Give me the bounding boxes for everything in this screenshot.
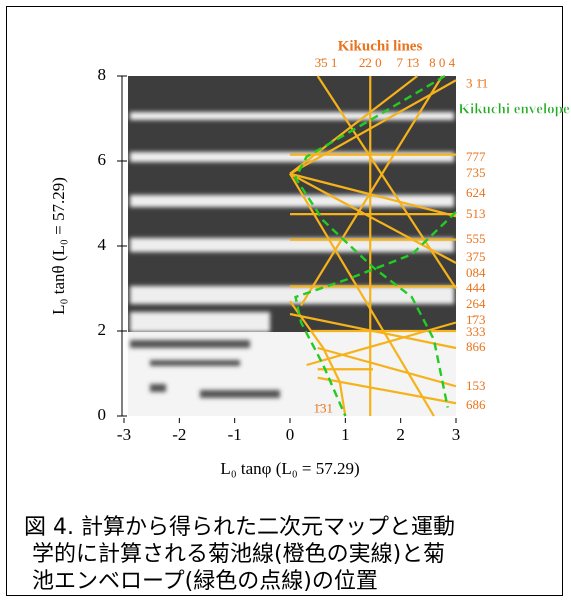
line-label: 084 — [466, 265, 486, 280]
x-axis-label: L₀ tanφ (L₀ = 57.29) — [220, 459, 359, 478]
line-label: 333 — [466, 324, 486, 339]
simulated-map — [128, 76, 456, 416]
line-label: 153 — [466, 378, 486, 393]
x-tick-label: -3 — [117, 425, 131, 444]
top-line-label: 8 0 4 — [429, 55, 456, 70]
top-line-label: 3̄5 1 — [315, 55, 338, 70]
top-line-label: 7 1̄3 — [396, 55, 419, 70]
line-label: 777 — [466, 149, 486, 164]
x-tick-label: 3 — [452, 425, 461, 444]
kikuchi-lines-title: Kikuchi lines — [338, 38, 423, 54]
line-label: 375 — [466, 249, 486, 264]
line-label: 3 1̄1 — [466, 75, 488, 90]
x-tick-label: -2 — [172, 425, 186, 444]
x-tick-label: -1 — [228, 425, 242, 444]
line-label: 264 — [466, 296, 486, 311]
top-line-label: 2̄2 0 — [359, 55, 382, 70]
envelope-title: Kikuchi envelope — [458, 101, 570, 117]
x-tick-label: 2 — [396, 425, 405, 444]
x-tick-label: 1 — [341, 425, 350, 444]
y-tick-label: 4 — [98, 235, 107, 254]
caption-line: 池エンベロープ(緑色の点線)の位置 — [24, 568, 554, 595]
y-tick-label: 0 — [98, 405, 107, 424]
line-label: 444 — [466, 280, 486, 295]
line-label: 513 — [466, 206, 486, 221]
bottom-line-label: 1̄31 — [313, 401, 333, 416]
line-label: 686 — [466, 397, 486, 412]
caption: 図 4. 計算から得られた二次元マップと運動 学的に計算される菊池線(橙色の実線… — [24, 514, 554, 595]
y-tick-label: 8 — [98, 65, 107, 84]
y-tick-label: 2 — [98, 320, 107, 339]
line-label: 555 — [466, 231, 486, 246]
line-label: 735 — [466, 165, 486, 180]
caption-line: 図 4. 計算から得られた二次元マップと運動 — [24, 514, 554, 541]
y-tick-label: 6 — [98, 150, 107, 169]
y-axis-label: L₀ tanθ (L₀ = 57.29) — [49, 177, 68, 315]
line-label: 866 — [466, 339, 486, 354]
caption-line: 学的に計算される菊池線(橙色の実線)と菊 — [24, 541, 554, 568]
x-tick-label: 0 — [286, 425, 295, 444]
line-label: 624 — [466, 185, 486, 200]
